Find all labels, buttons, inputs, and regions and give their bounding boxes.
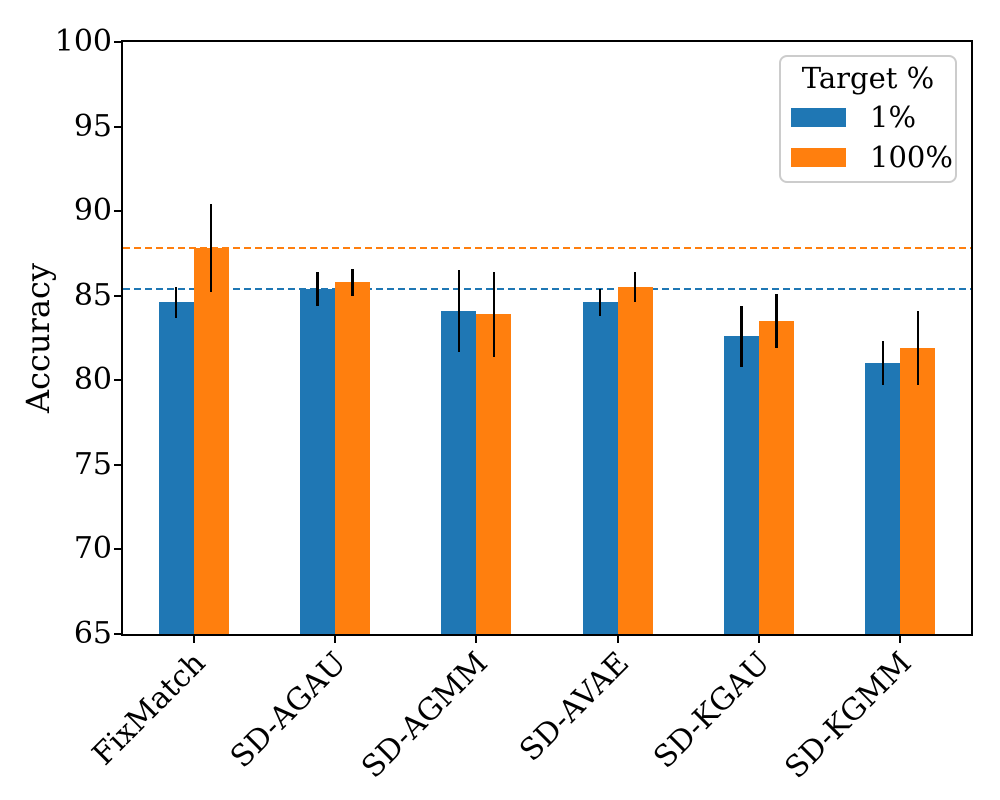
error-bar: [881, 341, 885, 386]
x-tick-label: SD-AVAE: [513, 645, 637, 769]
y-tick: [114, 125, 121, 128]
error-bar: [740, 305, 743, 367]
x-tick-label: SD-AGAU: [224, 645, 354, 775]
legend-swatch: [791, 147, 846, 167]
error-bar: [775, 294, 778, 349]
error-bar: [916, 310, 920, 386]
x-tick: [192, 636, 195, 643]
legend-item: 100%: [789, 137, 953, 177]
y-tick: [114, 463, 121, 466]
legend-item-label: 1%: [870, 100, 917, 134]
legend-item-label: 100%: [870, 140, 953, 174]
bar: [900, 348, 936, 634]
y-tick-label: 95: [73, 108, 112, 144]
x-tick: [899, 636, 902, 643]
y-tick-label: 90: [73, 193, 112, 229]
error-bar: [351, 268, 354, 296]
legend: Target % 1% 100%: [779, 55, 957, 183]
y-tick-label: 85: [73, 277, 112, 313]
y-tick: [114, 633, 121, 635]
bar: [193, 248, 229, 634]
bar: [724, 336, 759, 634]
error-bar: [633, 272, 637, 303]
y-tick: [114, 548, 121, 551]
y-tick-label: 100: [54, 24, 112, 59]
error-bar: [209, 204, 213, 293]
bar: [582, 302, 618, 634]
legend-title: Target %: [801, 61, 935, 95]
error-bar: [457, 270, 461, 352]
x-tick: [758, 636, 760, 643]
x-tick-label: SD-AGMM: [355, 645, 495, 786]
y-tick-label: 80: [73, 362, 112, 398]
legend-item: 1%: [789, 97, 947, 137]
reference-line: [123, 247, 971, 250]
legend-swatch: [791, 107, 846, 127]
bar: [476, 314, 512, 634]
x-tick-label: FixMatch: [85, 645, 213, 773]
bar: [441, 310, 477, 634]
plot-inner: [123, 42, 971, 634]
x-tick-label: SD-KGMM: [778, 645, 919, 786]
legend-rows: 1% 100%: [789, 97, 953, 177]
bar: [617, 287, 653, 634]
y-tick-label: 70: [73, 531, 112, 567]
y-tick: [114, 379, 121, 382]
x-tick: [616, 636, 619, 643]
bar: [335, 282, 370, 634]
x-tick: [334, 636, 336, 643]
error-bar: [174, 287, 178, 318]
bar: [158, 302, 194, 634]
reference-line: [123, 287, 971, 290]
bar: [759, 321, 794, 634]
error-bar: [316, 272, 319, 306]
y-tick: [114, 210, 121, 213]
x-tick-label: SD-KGAU: [647, 645, 778, 776]
error-bar: [492, 272, 496, 357]
y-tick: [114, 41, 121, 43]
y-tick: [114, 294, 121, 297]
y-tick-label: 75: [73, 446, 112, 482]
error-bar: [598, 288, 602, 316]
bar: [865, 363, 901, 634]
bar: [300, 288, 335, 634]
y-tick-label: 65: [73, 616, 112, 651]
x-tick: [475, 636, 478, 643]
